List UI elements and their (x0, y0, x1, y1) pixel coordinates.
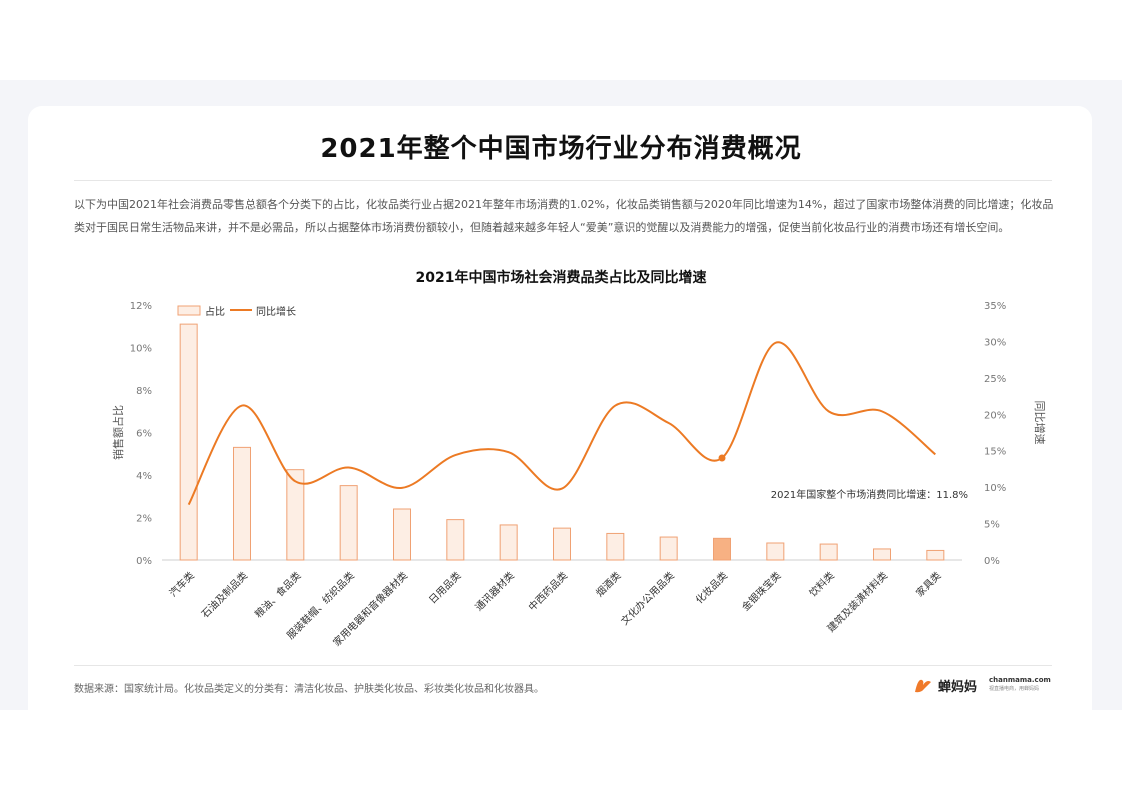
legend-label-bar: 占比 (205, 305, 225, 318)
bar (659, 536, 678, 561)
x-tick-label: 通讯器材类 (472, 569, 517, 614)
x-tick-label: 金银珠宝类 (739, 569, 784, 614)
bar (286, 469, 305, 561)
bar (766, 542, 785, 561)
bar (819, 543, 838, 561)
y-tick-label: 0% (136, 556, 152, 567)
brand-name: 蝉妈妈 (938, 679, 978, 695)
legend-label-line: 同比增长 (256, 305, 296, 318)
y2-tick-label: 35% (984, 301, 1006, 312)
legend-swatch-bar (177, 305, 201, 316)
y-tick-label: 8% (136, 386, 152, 397)
data-source-note: 数据来源：国家统计局。化妆品类定义的分类有：清洁化妆品、护肤类化妆品、彩妆类化妆… (74, 684, 544, 695)
brand-domain: chanmama.com (989, 676, 1051, 684)
brand-mark-icon (915, 679, 931, 693)
bar (393, 508, 411, 561)
bar (553, 527, 571, 561)
x-tick-label: 文化办公用品类 (618, 569, 677, 628)
y2-axis-title: 同比增速 (1033, 401, 1047, 445)
line-point-marker (718, 454, 726, 462)
y-tick-label: 2% (136, 514, 152, 525)
bar (179, 323, 198, 561)
y2-tick-label: 0% (984, 556, 1000, 567)
x-tick-label: 石油及制品类 (199, 569, 251, 621)
y-axis-title: 销售额占比 (111, 405, 125, 460)
bar (873, 548, 891, 561)
brand-slogan: 视直播电商，用蝉妈妈 (989, 686, 1040, 692)
y2-tick-label: 10% (984, 483, 1006, 494)
y2-tick-label: 30% (984, 337, 1006, 348)
y2-tick-label: 20% (984, 410, 1006, 421)
y2-tick-label: 5% (984, 520, 1000, 531)
footer-divider (74, 665, 1052, 666)
title-divider (74, 180, 1052, 181)
y-tick-label: 12% (130, 301, 152, 312)
y-tick-label: 10% (130, 344, 152, 355)
y2-tick-label: 25% (984, 374, 1006, 385)
y-tick-label: 4% (136, 471, 152, 482)
brand-logo: 蝉妈妈 chanmama.com 视直播电商，用蝉妈妈 (912, 674, 1051, 696)
page-title: 2021年整个中国市场行业分布消费概况 (320, 134, 802, 164)
x-tick-label: 汽车类 (166, 569, 196, 599)
x-tick-label: 日用品类 (426, 569, 463, 606)
chart-title: 2021年中国市场社会消费品类占比及同比增速 (415, 270, 707, 286)
x-tick-label: 烟酒类 (593, 569, 623, 599)
bar (233, 446, 251, 561)
x-tick-label: 家具类 (913, 569, 943, 599)
bar (926, 549, 945, 561)
x-tick-label: 粮油、食品类 (252, 569, 304, 621)
chart-annotation: 2021年国家整个市场消费同比增速：11.8% (771, 488, 968, 501)
x-tick-label: 化妆品类 (693, 569, 730, 606)
bar (499, 524, 518, 561)
content-card (28, 106, 1092, 710)
page-description: 以下为中国2021年社会消费品零售总额各个分类下的占比，化妆品类行业占据2021… (74, 198, 1054, 234)
bar (446, 519, 465, 561)
y2-tick-label: 15% (984, 447, 1006, 458)
bar (606, 532, 625, 561)
bar (339, 485, 358, 561)
bar (713, 537, 731, 561)
y-tick-label: 6% (136, 429, 152, 440)
series-line-yoy-growth (187, 341, 936, 506)
x-tick-label: 饮料类 (806, 569, 836, 599)
x-tick-label: 中西药品类 (526, 569, 571, 614)
brand-side: chanmama.com 视直播电商，用蝉妈妈 (989, 676, 1051, 694)
